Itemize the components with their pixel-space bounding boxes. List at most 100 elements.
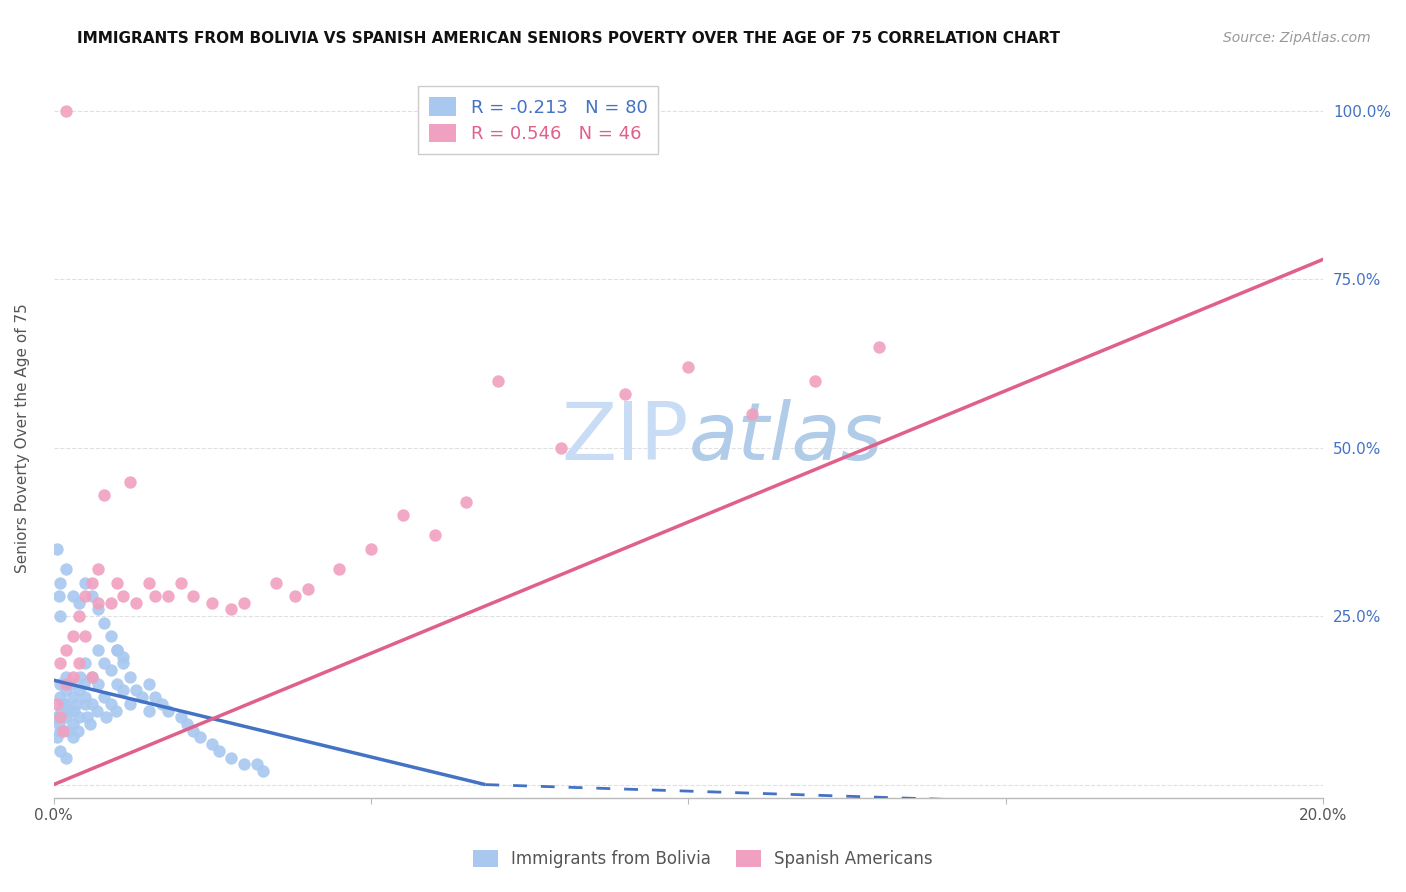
Point: [93, 690, 115, 704]
Point: [48, 717, 70, 731]
Point: [49, 657, 72, 671]
Point: [58, 704, 80, 718]
Point: [131, 690, 153, 704]
Point: [87, 643, 110, 657]
Point: [75, 697, 97, 711]
Point: [105, 676, 128, 690]
Point: [221, 750, 243, 764]
Point: [156, 589, 179, 603]
Text: atlas: atlas: [689, 399, 883, 476]
Point: [138, 575, 160, 590]
Point: [66, 723, 89, 738]
Point: [360, 541, 382, 556]
Point: [67, 710, 90, 724]
Point: [55, 562, 77, 576]
Point: [55, 670, 77, 684]
Point: [55, 104, 77, 119]
Point: [51, 704, 73, 718]
Point: [264, 575, 287, 590]
Point: [87, 562, 110, 576]
Point: [486, 374, 509, 388]
Point: [60, 676, 83, 690]
Point: [63, 704, 86, 718]
Point: [65, 697, 87, 711]
Point: [118, 670, 141, 684]
Point: [105, 643, 128, 657]
Point: [112, 683, 135, 698]
Point: [112, 657, 135, 671]
Point: [62, 629, 84, 643]
Point: [550, 441, 572, 455]
Point: [76, 710, 98, 724]
Point: [67, 657, 90, 671]
Point: [125, 596, 148, 610]
Y-axis label: Seniors Poverty Over the Age of 75: Seniors Poverty Over the Age of 75: [15, 303, 30, 573]
Point: [252, 764, 274, 778]
Point: [86, 704, 108, 718]
Point: [169, 575, 191, 590]
Point: [391, 508, 413, 523]
Point: [125, 683, 148, 698]
Point: [45, 697, 67, 711]
Point: [181, 723, 204, 738]
Point: [233, 757, 256, 772]
Point: [118, 697, 141, 711]
Point: [208, 744, 231, 758]
Point: [112, 589, 135, 603]
Point: [138, 704, 160, 718]
Point: [423, 528, 446, 542]
Point: [55, 643, 77, 657]
Point: [188, 731, 211, 745]
Point: [868, 340, 890, 354]
Point: [80, 670, 103, 684]
Point: [328, 562, 350, 576]
Point: [143, 690, 166, 704]
Point: [46, 731, 69, 745]
Point: [104, 704, 127, 718]
Point: [52, 697, 75, 711]
Point: [246, 757, 269, 772]
Point: [45, 710, 67, 724]
Point: [80, 575, 103, 590]
Point: [87, 676, 110, 690]
Point: [75, 690, 97, 704]
Point: [67, 609, 90, 624]
Point: [49, 676, 72, 690]
Point: [52, 723, 75, 738]
Point: [56, 723, 79, 738]
Point: [67, 596, 90, 610]
Point: [69, 670, 91, 684]
Point: [80, 589, 103, 603]
Point: [100, 663, 122, 677]
Point: [49, 744, 72, 758]
Point: [100, 629, 122, 643]
Point: [67, 683, 90, 698]
Point: [80, 697, 103, 711]
Text: IMMIGRANTS FROM BOLIVIA VS SPANISH AMERICAN SENIORS POVERTY OVER THE AGE OF 75 C: IMMIGRANTS FROM BOLIVIA VS SPANISH AMERI…: [77, 31, 1060, 46]
Point: [49, 609, 72, 624]
Point: [62, 690, 84, 704]
Point: [201, 596, 224, 610]
Point: [93, 657, 115, 671]
Legend: Immigrants from Bolivia, Spanish Americans: Immigrants from Bolivia, Spanish America…: [467, 843, 939, 875]
Point: [75, 629, 97, 643]
Point: [62, 589, 84, 603]
Point: [100, 596, 122, 610]
Point: [55, 710, 77, 724]
Point: [55, 676, 77, 690]
Point: [48, 589, 70, 603]
Point: [80, 670, 103, 684]
Point: [150, 697, 173, 711]
Point: [75, 589, 97, 603]
Point: [53, 697, 76, 711]
Point: [169, 710, 191, 724]
Point: [221, 602, 243, 616]
Point: [112, 649, 135, 664]
Point: [87, 596, 110, 610]
Point: [105, 643, 128, 657]
Point: [49, 690, 72, 704]
Point: [94, 710, 117, 724]
Point: [804, 374, 827, 388]
Point: [62, 731, 84, 745]
Point: [93, 615, 115, 630]
